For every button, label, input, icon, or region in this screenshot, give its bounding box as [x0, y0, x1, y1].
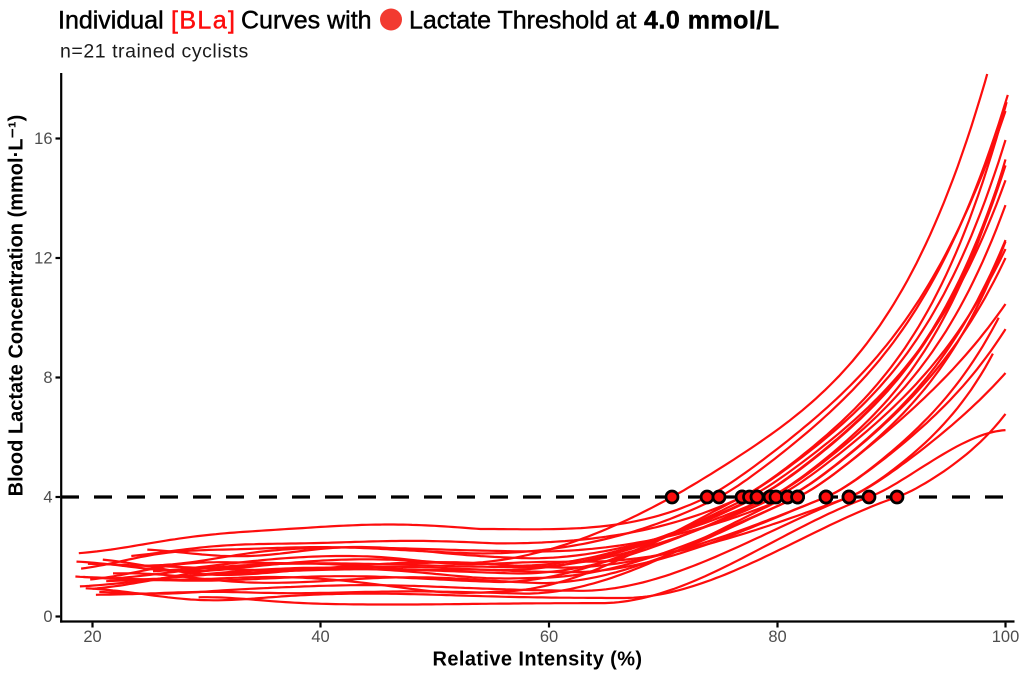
svg-text:Lactate Threshold at: Lactate Threshold at [409, 7, 637, 35]
svg-text:Relative Intensity (%): Relative Intensity (%) [433, 649, 643, 671]
svg-text:100: 100 [992, 628, 1020, 646]
svg-text:16: 16 [34, 130, 52, 148]
svg-text:40: 40 [311, 628, 329, 646]
svg-text:Curves with: Curves with [241, 7, 372, 35]
svg-text:4.0 mmol/L: 4.0 mmol/L [644, 7, 780, 35]
svg-text:80: 80 [768, 628, 786, 646]
svg-text:n=21 trained cyclists: n=21 trained cyclists [60, 41, 249, 63]
svg-text:4: 4 [43, 489, 52, 507]
svg-text:20: 20 [83, 628, 101, 646]
svg-text:60: 60 [540, 628, 558, 646]
svg-text:12: 12 [34, 250, 52, 268]
svg-text:[BLa]: [BLa] [171, 7, 236, 35]
svg-text:0: 0 [43, 608, 52, 626]
svg-text:8: 8 [43, 369, 52, 387]
svg-text:Individual: Individual [58, 7, 164, 35]
svg-text:Blood Lactate Concentration (m: Blood Lactate Concentration (mmol·L⁻¹) [5, 115, 27, 497]
